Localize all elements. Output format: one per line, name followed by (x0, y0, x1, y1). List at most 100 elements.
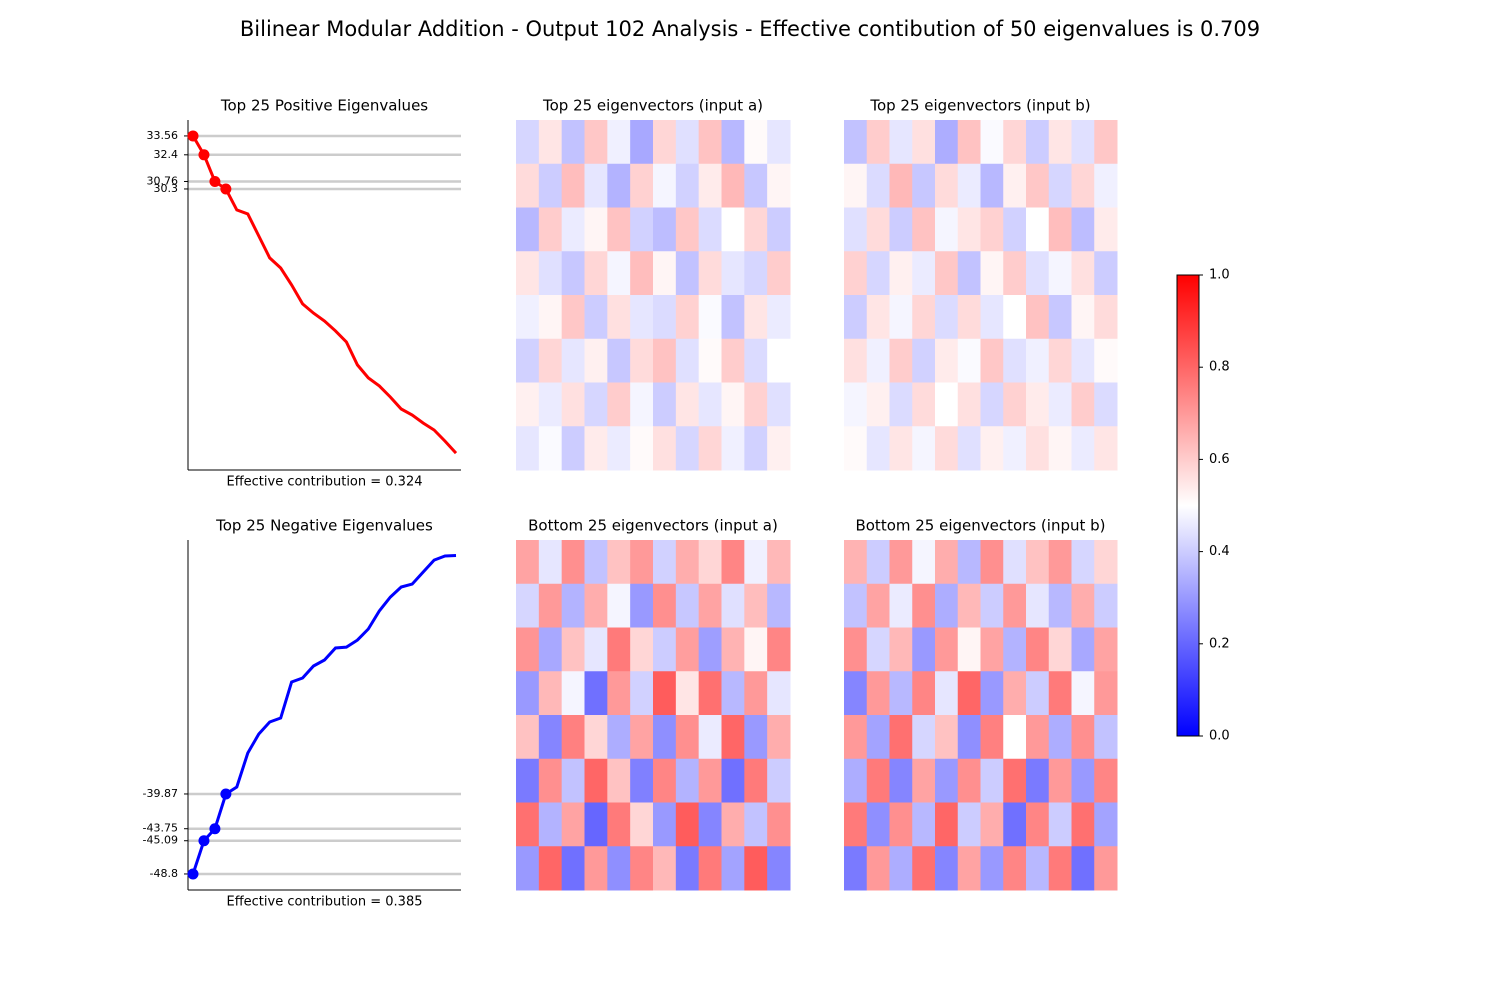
heatmap-cell (980, 627, 1004, 672)
heatmap-cell (866, 583, 890, 628)
heatmap-cell (1026, 846, 1050, 891)
heatmap-cell (866, 627, 890, 672)
heatmap-cell (980, 426, 1004, 471)
heatmap-cell (698, 382, 722, 427)
heatmap-cell (584, 758, 608, 803)
heatmap-cell (675, 338, 700, 383)
heatmap-cell (561, 715, 585, 760)
heatmap-cell (935, 426, 959, 471)
heatmap-cell (721, 802, 745, 847)
heatmap-cell (516, 671, 540, 716)
heatmap-cell (767, 163, 791, 208)
heatmap-cell (538, 846, 563, 891)
heatmap-cell (912, 382, 936, 427)
heatmap-cell (698, 207, 722, 252)
heatmap-cell (744, 163, 768, 208)
heatmap-cell (630, 846, 654, 891)
heatmap-cell (889, 802, 913, 847)
heatmap-cell (935, 583, 959, 628)
heatmap-cell (561, 627, 585, 672)
heatmap-cell (675, 758, 700, 803)
heatmap-cell (935, 715, 959, 760)
heatmap-cell (584, 627, 608, 672)
heatmap-cell (935, 295, 959, 340)
eigenvalue-marker (209, 175, 221, 187)
heatmap-cell (767, 758, 791, 803)
heatmap-cell (698, 583, 722, 628)
heatmap-cell (767, 207, 791, 252)
heatmap-cell (866, 540, 890, 585)
heatmap-cell (1048, 627, 1072, 672)
heatmap-cell (561, 295, 585, 340)
heatmap-cell (630, 295, 654, 340)
heatmap-cell (844, 120, 868, 165)
heatmap-cell (957, 382, 981, 427)
heatmap-cell (1003, 846, 1027, 891)
heatmap-cell (744, 120, 768, 165)
heatmap-cell (912, 671, 936, 716)
y-tick-label: 30.76 (147, 174, 179, 187)
heatmap-cell (721, 207, 745, 252)
heatmap-cell (866, 295, 890, 340)
heatmap-cell (889, 540, 913, 585)
heatmap-cell (1048, 163, 1072, 208)
heatmap-cell (538, 120, 563, 165)
heatmap-cell (1026, 295, 1050, 340)
heatmap-cell (653, 163, 677, 208)
heatmap-cell (675, 426, 700, 471)
heatmap-cell (584, 382, 608, 427)
heatmap-cell (1071, 583, 1095, 628)
heatmap-cell (630, 382, 654, 427)
heatmap-cell (889, 207, 913, 252)
heatmap-cell (721, 295, 745, 340)
heatmap-cell (1094, 163, 1118, 208)
heatmap-cell (607, 627, 631, 672)
heatmap-cell (1094, 671, 1118, 716)
heatmap-cell (935, 802, 959, 847)
heatmap-cell (1048, 540, 1072, 585)
heatmap-cell (1026, 207, 1050, 252)
heatmap-cell (1048, 583, 1072, 628)
heatmap-cell (957, 758, 981, 803)
heatmap-cell (889, 251, 913, 296)
colorbar-tick-label: 0.8 (1209, 360, 1230, 375)
heatmap-cell (912, 627, 936, 672)
y-tick-label: -43.75 (143, 822, 178, 835)
heatmap-cell (957, 715, 981, 760)
heatmap-cell (1003, 120, 1027, 165)
panel-title: Top 25 Positive Eigenvalues (220, 97, 428, 115)
eigenvalue-marker (187, 130, 199, 142)
heatmap-cell (538, 671, 563, 716)
heatmap-cell (935, 671, 959, 716)
heatmap-cell (744, 295, 768, 340)
heatmap-cell (698, 846, 722, 891)
heatmap-cell (767, 382, 791, 427)
heatmap-cell (767, 295, 791, 340)
heatmap-cell (912, 802, 936, 847)
heatmap-cell (653, 846, 677, 891)
heatmap-cell (767, 583, 791, 628)
heatmap-cell (584, 846, 608, 891)
heatmap-cell (675, 846, 700, 891)
heatmap-cell (866, 715, 890, 760)
heatmap-cell (721, 338, 745, 383)
heatmap-cell (935, 758, 959, 803)
heatmap-cell (561, 758, 585, 803)
heatmap-cell (767, 846, 791, 891)
heatmap-cell (844, 758, 868, 803)
heatmap-cell (698, 163, 722, 208)
eigenvalue-marker (198, 149, 210, 161)
heatmap-cell (675, 715, 700, 760)
heatmap-cell (561, 338, 585, 383)
heatmap-cell (866, 671, 890, 716)
heatmap-cell (935, 627, 959, 672)
heatmap-cell (607, 163, 631, 208)
heatmap-cell (935, 846, 959, 891)
heatmap-cell (653, 802, 677, 847)
heatmap-cell (721, 671, 745, 716)
heatmap-cell (1048, 802, 1072, 847)
heatmap-cell (538, 382, 563, 427)
heatmap-cell (675, 583, 700, 628)
y-tick-label: 32.4 (154, 148, 179, 161)
heatmap-cell (1071, 338, 1095, 383)
